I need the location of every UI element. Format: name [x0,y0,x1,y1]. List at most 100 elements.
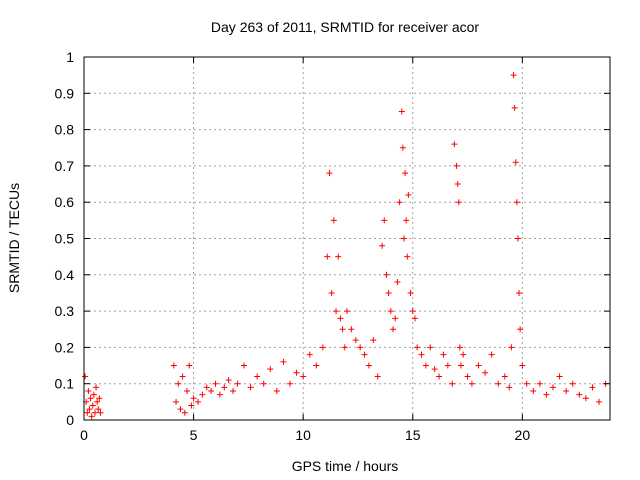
data-point [431,366,438,373]
data-point [177,406,184,413]
data-point [456,344,463,351]
data-point [550,384,557,391]
y-tick-label: 0.1 [55,376,75,392]
data-point [589,384,596,391]
data-point [379,242,386,249]
data-point [453,162,460,169]
data-point [361,351,368,358]
data-point [86,406,93,413]
y-tick-label: 0.4 [55,267,75,283]
data-point [508,344,515,351]
data-point [293,369,300,376]
x-tick-labels: 0 5 10 15 20 [80,427,530,443]
data-point [87,395,94,402]
y-tick-label: 0.6 [55,194,75,210]
data-point [96,395,103,402]
data-point [240,362,247,369]
data-point [383,271,390,278]
y-tick-label: 0.3 [55,303,75,319]
data-point [387,308,394,315]
data-point [464,373,471,380]
data-point [409,308,416,315]
data-point [513,199,520,206]
data-point [91,409,98,416]
data-point [530,387,537,394]
data-point [319,344,326,351]
data-point [390,326,397,333]
data-point [194,398,201,405]
axis-ticks [83,56,610,421]
data-point [300,373,307,380]
chart-title: Day 263 of 2011, SRMTID for receiver aco… [211,19,480,35]
data-point [370,337,377,344]
data-point [501,373,508,380]
data-point [230,387,237,394]
data-point [488,351,495,358]
data-point [254,373,261,380]
data-point [418,351,425,358]
x-tick-label: 20 [515,427,531,443]
data-point [181,409,188,416]
data-point [444,362,451,369]
data-point [399,144,406,151]
data-point [523,380,530,387]
x-tick-label: 0 [80,427,88,443]
data-point [427,344,434,351]
data-point [88,413,95,420]
data-point [556,373,563,380]
data-point [455,199,462,206]
data-point [330,217,337,224]
data-point [495,380,502,387]
data-point [267,366,274,373]
y-tick-label: 0.9 [55,85,75,101]
data-point [93,384,100,391]
data-point [337,315,344,322]
data-point [357,344,364,351]
data-point [352,337,359,344]
data-point [514,235,521,242]
data-point [405,191,412,198]
data-point [482,369,489,376]
y-tick-label: 0.2 [55,339,75,355]
y-tick-label: 0.5 [55,231,75,247]
data-point [582,395,589,402]
grid-lines [84,57,610,420]
data-point [374,373,381,380]
data-point [400,235,407,242]
data-point [89,402,96,409]
data-point [348,326,355,333]
data-point [216,391,223,398]
data-point [517,326,524,333]
data-point [407,289,414,296]
data-point [449,380,456,387]
y-tick-label: 1 [66,49,74,65]
data-point [333,308,340,315]
data-point [451,141,458,148]
data-point [414,344,421,351]
data-point [247,384,254,391]
data-point [84,409,91,416]
data-point [234,380,241,387]
data-point [280,358,287,365]
data-point [306,351,313,358]
data-point [411,315,418,322]
data-point [186,362,193,369]
data-point [179,373,186,380]
data-point [95,406,102,413]
data-point [326,170,333,177]
data-point [392,315,399,322]
data-point [94,398,101,405]
data-point [221,384,228,391]
data-point [173,398,180,405]
data-point [516,289,523,296]
data-point [576,391,583,398]
data-point [404,253,411,260]
y-tick-label: 0 [66,412,74,428]
data-point [402,170,409,177]
data-point [422,362,429,369]
data-point [184,387,191,394]
y-axis-label: SRMTID / TECUs [6,183,22,293]
x-tick-label: 15 [405,427,421,443]
